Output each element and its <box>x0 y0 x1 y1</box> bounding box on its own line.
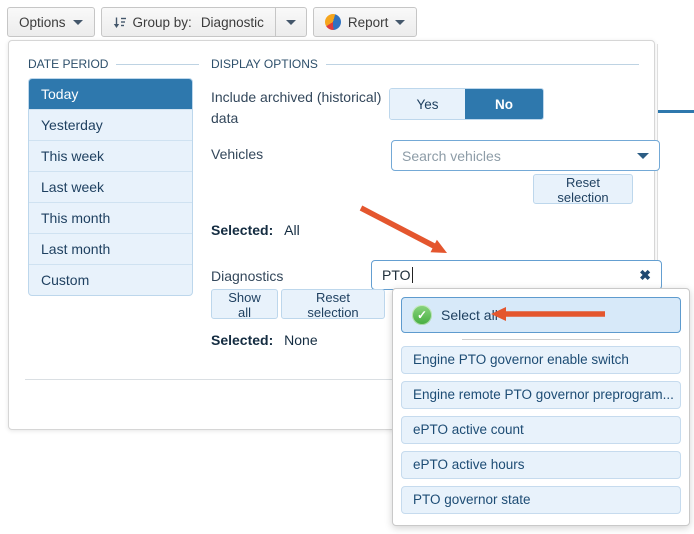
date-period-option[interactable]: Last month <box>29 233 192 264</box>
selected-value: None <box>284 332 318 348</box>
date-period-option-label: Yesterday <box>41 117 103 133</box>
vehicles-label: Vehicles <box>211 146 264 162</box>
selected-label: Selected: <box>211 332 274 348</box>
select-all-option[interactable]: ✓ Select all <box>401 297 681 333</box>
archived-no-button[interactable]: No <box>465 89 543 119</box>
options-panel: DATE PERIOD Today Yesterday This week La… <box>8 40 662 430</box>
chevron-down-icon <box>285 19 296 25</box>
date-period-option-label: Custom <box>41 272 90 288</box>
date-period-option-label: This week <box>41 148 105 164</box>
diagnostic-option[interactable]: PTO governor state <box>401 486 681 514</box>
select-all-label: Select all <box>441 307 498 323</box>
diagnostics-search-value: PTO <box>382 267 411 283</box>
toolbar: Options Group by: Diagnostic Repor <box>7 7 418 37</box>
sort-icon <box>113 17 126 28</box>
group-by-control: Group by: Diagnostic <box>100 7 307 37</box>
report-button-label: Report <box>347 14 389 30</box>
date-period-option[interactable]: Today <box>29 79 192 109</box>
diagnostics-label: Diagnostics <box>211 268 284 284</box>
diagnostics-dropdown: ✓ Select all Engine PTO governor enable … <box>392 288 690 526</box>
display-options-legend: DISPLAY OPTIONS <box>211 57 639 71</box>
date-period-option-label: This month <box>41 210 111 226</box>
panel-divider <box>25 379 639 380</box>
vehicles-search-select[interactable]: Search vehicles <box>391 140 660 171</box>
chevron-down-icon <box>637 152 649 159</box>
archived-toggle: Yes No <box>389 88 544 120</box>
vehicles-selected-status: Selected: All <box>211 222 300 238</box>
chevron-down-icon <box>395 19 406 25</box>
date-period-legend: DATE PERIOD <box>28 57 199 71</box>
vehicles-reset-selection-button[interactable]: Reset selection <box>533 174 633 205</box>
group-by-value: Diagnostic <box>200 14 264 30</box>
dropdown-divider <box>462 339 620 340</box>
group-by-label: Group by: <box>132 14 192 30</box>
date-period-option-label: Today <box>41 86 79 102</box>
date-period-option[interactable]: Custom <box>29 264 192 295</box>
date-period-legend-label: DATE PERIOD <box>28 57 109 71</box>
clear-icon[interactable]: ✖ <box>639 267 651 283</box>
date-period-option-label: Last week <box>41 179 105 195</box>
diagnostics-selected-status: Selected: None <box>211 332 318 348</box>
diagnostic-option[interactable]: ePTO active hours <box>401 451 681 479</box>
background-tab-underline <box>658 110 694 113</box>
report-pie-chart-icon <box>324 14 341 30</box>
diagnostic-option[interactable]: Engine PTO governor enable switch <box>401 346 681 374</box>
diagnostics-option-list: Engine PTO governor enable switch Engine… <box>401 346 681 514</box>
selected-value: All <box>284 222 300 238</box>
diagnostic-option[interactable]: ePTO active count <box>401 416 681 444</box>
display-options-legend-label: DISPLAY OPTIONS <box>211 57 318 71</box>
diagnostic-option-label: ePTO active count <box>413 422 524 437</box>
text-cursor <box>411 267 413 283</box>
diagnostic-option-label: Engine PTO governor enable switch <box>413 352 629 367</box>
diagnostic-option-label: PTO governor state <box>413 492 531 507</box>
date-period-option[interactable]: Last week <box>29 171 192 202</box>
options-button-label: Options <box>19 14 66 30</box>
diagnostic-option-label: ePTO active hours <box>413 457 525 472</box>
diagnostic-option[interactable]: Engine remote PTO governor preprogram... <box>401 381 681 409</box>
selected-label: Selected: <box>211 222 274 238</box>
show-all-button[interactable]: Show all <box>211 289 278 320</box>
date-period-list: Today Yesterday This week Last week This… <box>28 78 193 296</box>
report-button[interactable]: Report <box>312 7 418 37</box>
vehicles-search-placeholder: Search vehicles <box>402 147 501 164</box>
check-glyph: ✓ <box>416 308 428 322</box>
archived-yes-button[interactable]: Yes <box>390 89 465 119</box>
group-by-button[interactable]: Group by: Diagnostic <box>100 7 276 37</box>
diagnostics-reset-selection-button[interactable]: Reset selection <box>281 289 385 320</box>
diagnostic-option-label: Engine remote PTO governor preprogram... <box>413 387 674 402</box>
background-page-divider <box>657 44 658 430</box>
chevron-down-icon <box>72 19 83 25</box>
archived-data-label: Include archived (historical) data <box>211 89 382 126</box>
date-period-option-label: Last month <box>41 241 111 257</box>
check-circle-icon: ✓ <box>412 305 432 325</box>
diagnostics-search-input[interactable]: PTO ✖ <box>371 260 662 290</box>
options-button[interactable]: Options <box>7 7 95 37</box>
group-by-dropdown-button[interactable] <box>275 7 307 37</box>
date-period-option[interactable]: This week <box>29 140 192 171</box>
date-period-option[interactable]: Yesterday <box>29 109 192 140</box>
date-period-option[interactable]: This month <box>29 202 192 233</box>
